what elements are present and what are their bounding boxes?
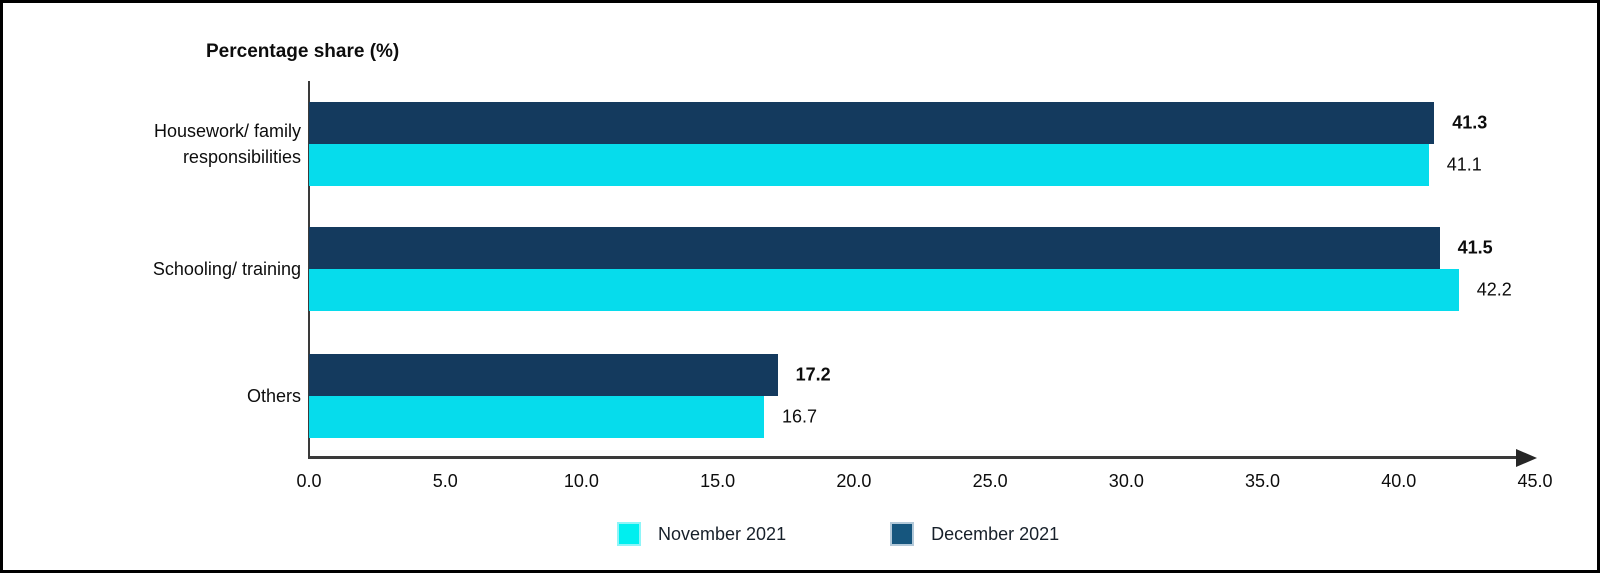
value-label: 16.7 xyxy=(781,406,818,427)
value-label: 17.2 xyxy=(795,364,831,385)
x-axis-arrow xyxy=(1516,448,1537,467)
legend-label: December 2021 xyxy=(931,523,1060,544)
x-tick-label: 35.0 xyxy=(1245,471,1281,491)
value-label: 41.3 xyxy=(1452,112,1488,133)
x-tick-label: 5.0 xyxy=(432,471,458,491)
legend: November 2021 December 2021 xyxy=(617,522,1059,546)
chart-title: Percentage share (%) xyxy=(206,41,400,62)
x-tick-label: 20.0 xyxy=(836,471,872,491)
x-tick-label: 0.0 xyxy=(296,471,322,491)
x-axis-line xyxy=(308,456,1517,459)
x-tick-label: 10.0 xyxy=(563,471,599,491)
bar-november-2021 xyxy=(309,269,1459,311)
x-tick-label: 40.0 xyxy=(1381,471,1417,491)
x-tick-label: 25.0 xyxy=(972,471,1008,491)
bar-november-2021 xyxy=(309,396,764,438)
category-label: Others xyxy=(246,385,301,406)
legend-entry: November 2021 xyxy=(617,522,786,546)
legend-label: November 2021 xyxy=(658,523,787,544)
value-label: 41.5 xyxy=(1457,237,1493,258)
bar-december-2021 xyxy=(309,354,778,396)
bar-december-2021 xyxy=(309,102,1435,144)
bar-november-2021 xyxy=(309,144,1429,186)
legend-swatch-december-2021 xyxy=(890,522,915,546)
x-tick-label: 45.0 xyxy=(1517,471,1553,491)
category-label: Housework/ family responsibilities xyxy=(153,120,301,167)
bar-december-2021 xyxy=(309,227,1440,269)
value-label: 42.2 xyxy=(1476,279,1512,300)
legend-swatch-november-2021 xyxy=(617,522,641,546)
legend-entry: December 2021 xyxy=(890,522,1059,546)
x-tick-label: 15.0 xyxy=(700,471,736,491)
x-tick-label: 30.0 xyxy=(1108,471,1144,491)
category-label: Schooling/ training xyxy=(152,258,301,279)
value-label: 41.1 xyxy=(1446,154,1482,175)
